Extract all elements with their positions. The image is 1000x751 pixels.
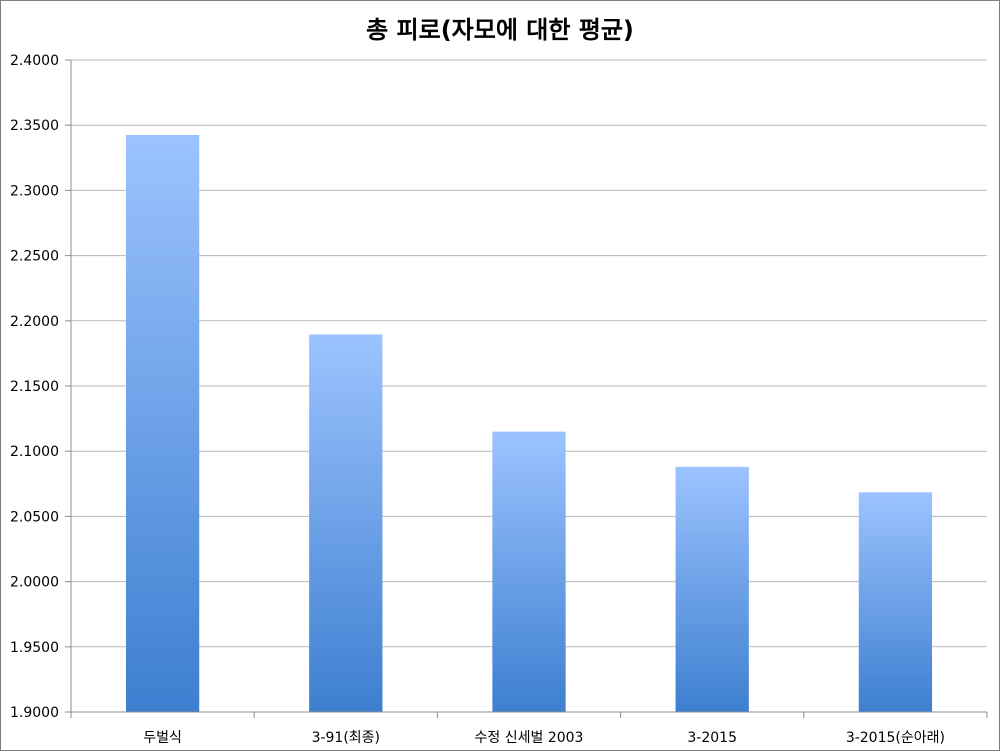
y-tick-label: 2.4000 [10, 53, 59, 69]
bar [125, 134, 200, 713]
y-tick-label: 2.3500 [10, 118, 59, 134]
bar [675, 466, 749, 712]
gridlines [71, 59, 987, 648]
bar [858, 492, 933, 712]
x-tick-label: 3-2015(순아래) [846, 730, 945, 746]
y-tick-label: 1.9500 [10, 640, 59, 656]
y-tick-label: 2.2000 [10, 314, 59, 330]
chart-title: 총 피로(자모에 대한 평균) [366, 16, 634, 44]
bar [492, 431, 566, 712]
x-tick-label: 3-91(최종) [312, 730, 380, 746]
tick-labels: 1.9000 1.9500 2.0000 2.0500 2.1000 2.1500 2.20… [10, 53, 945, 746]
x-tick-label: 수정 신세벌 2003 [475, 730, 584, 746]
y-tick-label: 2.2500 [10, 249, 59, 265]
y-tick-label: 1.9000 [10, 705, 59, 721]
x-tick-label: 3-2015 [687, 730, 737, 746]
y-tick-label: 2.1500 [10, 379, 59, 395]
y-tick-label: 2.3000 [10, 183, 59, 199]
y-tick-label: 2.0500 [10, 509, 59, 525]
y-tick-label: 2.0000 [10, 575, 59, 591]
x-tick-label: 두벌식 [143, 730, 182, 746]
y-tick-label: 2.1000 [10, 444, 59, 460]
bar [309, 334, 383, 712]
bars [125, 134, 933, 713]
axes [65, 59, 988, 718]
